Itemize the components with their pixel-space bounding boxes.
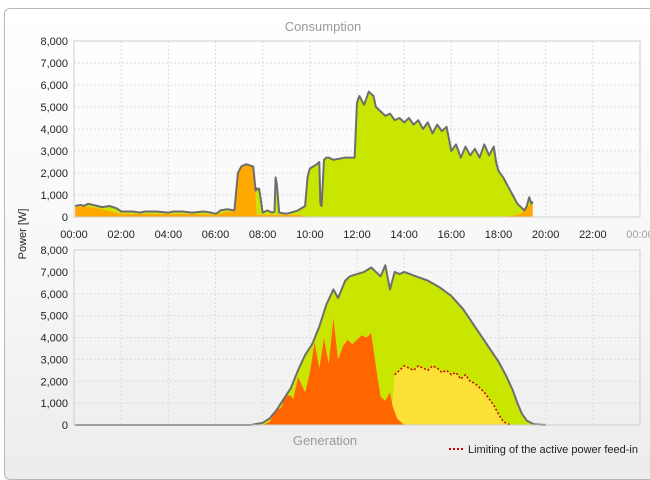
consumption-plot-frame	[73, 40, 641, 218]
p1-x-tick-label: 18:00	[485, 229, 513, 241]
p1-x-tick-label: 14:00	[390, 229, 418, 241]
generation-feed-in-area	[75, 317, 546, 425]
p1-y-tick-label: 2,000	[40, 168, 68, 180]
p1-x-tick-label: 20:00	[532, 229, 560, 241]
p1-y-tick-label: 1,000	[40, 190, 68, 202]
consumption-title: Consumption	[285, 19, 362, 34]
generation-direct-use-area	[75, 265, 546, 425]
p2-y-tick-label: 1,000	[40, 398, 68, 410]
p1-y-tick-label: 6,000	[40, 80, 68, 92]
p2-y-tick-label: 4,000	[40, 333, 68, 345]
consumption-x-ticks: 00:00 02:00 04:00 06:00 08:00 10:00 12:00 14:00…	[60, 229, 650, 241]
chart-frame: Consumption 0 1,000 2,000 3,000 4,000 5,000 6,…	[4, 8, 650, 480]
generation-total-line	[75, 264, 546, 426]
generation-self-consumption-area	[75, 317, 546, 425]
p1-x-tick-label: 04:00	[155, 229, 183, 241]
p2-y-tick-label: 3,000	[40, 354, 68, 366]
p1-x-tick-label: 08:00	[249, 229, 277, 241]
p1-y-tick-label: 7,000	[40, 58, 68, 70]
p2-y-tick-label: 2,000	[40, 376, 68, 388]
p1-y-tick-label: 5,000	[40, 102, 68, 114]
p1-x-tick-label: 06:00	[202, 229, 230, 241]
p1-y-tick-label: 8,000	[40, 36, 68, 48]
p1-y-tick-label: 3,000	[40, 146, 68, 158]
consumption-pv-direct-area	[75, 91, 533, 217]
p1-x-tick-label: 10:00	[296, 229, 324, 241]
generation-y-ticks: 0 1,000 2,000 3,000 4,000 5,000 6,000 7,000 8,00…	[40, 245, 68, 432]
chart-canvas: Consumption 0 1,000 2,000 3,000 4,000 5,000 6,…	[17, 19, 650, 456]
p2-y-tick-label: 5,000	[40, 311, 68, 323]
consumption-total-line	[75, 90, 534, 215]
generation-limit-line	[394, 365, 511, 426]
p1-x-tick-label: 12:00	[343, 229, 371, 241]
limit-legend-label: Limiting of the active power feed-in	[468, 444, 638, 456]
p2-y-tick-label: 8,000	[40, 245, 68, 257]
p2-y-tick-label: 0	[62, 420, 68, 432]
p1-y-tick-label: 0	[62, 212, 68, 224]
p1-x-tick-label: 00:00	[626, 229, 650, 241]
p1-y-tick-label: 4,000	[40, 124, 68, 136]
p1-x-tick-label: 00:00	[60, 229, 88, 241]
p1-x-tick-label: 22:00	[579, 229, 607, 241]
generation-areas	[75, 264, 546, 426]
generation-plot-frame	[73, 249, 641, 426]
p2-y-tick-label: 6,000	[40, 289, 68, 301]
y-axis-label: Power [W]	[17, 209, 29, 260]
consumption-areas	[75, 90, 534, 217]
p1-x-tick-label: 02:00	[107, 229, 135, 241]
consumption-y-ticks: 0 1,000 2,000 3,000 4,000 5,000 6,000 7,000 8,00…	[40, 36, 68, 224]
p1-x-tick-label: 16:00	[438, 229, 466, 241]
generation-title: Generation	[293, 433, 357, 448]
p2-y-tick-label: 7,000	[40, 267, 68, 279]
